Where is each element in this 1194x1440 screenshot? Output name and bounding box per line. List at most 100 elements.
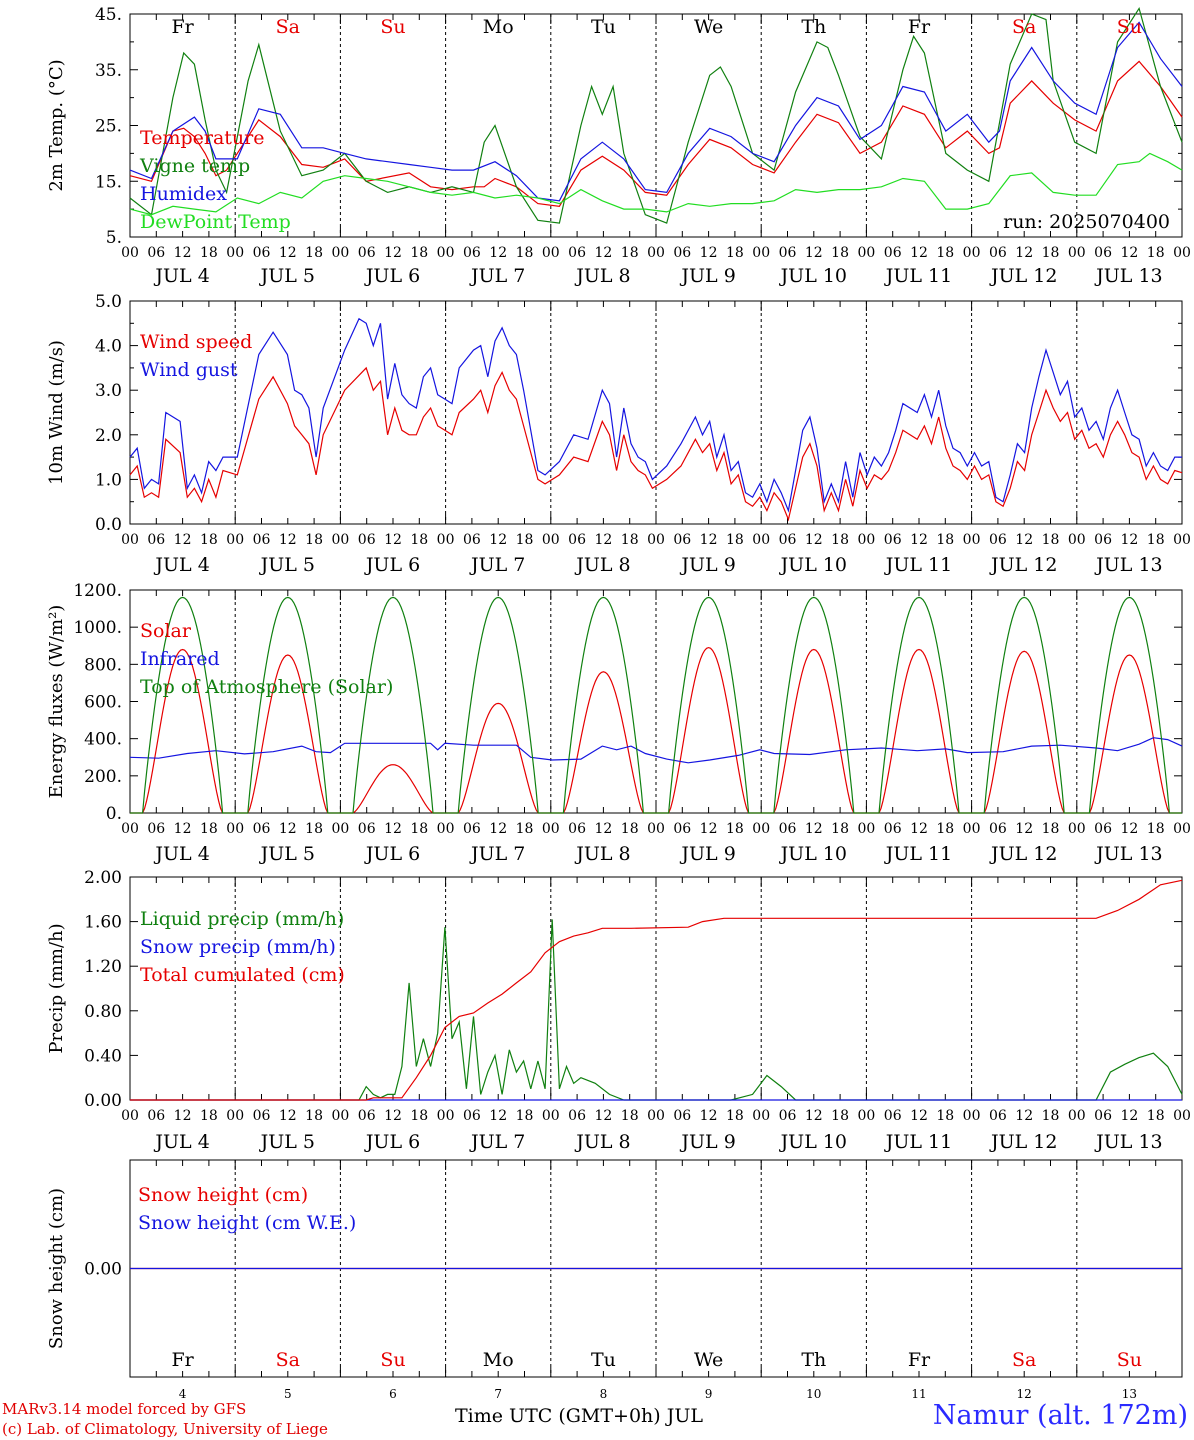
- legend-entry: Temperature: [140, 127, 264, 149]
- series-line-wind-speed: [129, 366, 1183, 522]
- date-label: JUL 7: [469, 843, 525, 865]
- day-number-label: 6: [389, 1387, 397, 1401]
- day-number-label: 9: [705, 1387, 713, 1401]
- date-label: JUL 4: [153, 554, 209, 576]
- hour-tick-label: 12: [384, 532, 402, 548]
- date-label: JUL 10: [779, 1131, 847, 1153]
- hour-tick-label: 18: [621, 532, 639, 548]
- hour-tick-label: 06: [568, 821, 586, 837]
- hour-tick-label: 18: [936, 245, 954, 261]
- date-label: JUL 10: [779, 265, 847, 287]
- hour-tick-label: 12: [174, 532, 192, 548]
- hour-tick-label: 12: [489, 532, 507, 548]
- date-label: JUL 12: [989, 265, 1057, 287]
- date-label: JUL 9: [679, 1131, 735, 1153]
- hour-tick-label: 12: [910, 245, 928, 261]
- hour-tick-label: 12: [1015, 245, 1033, 261]
- hour-tick-label: 18: [936, 532, 954, 548]
- hour-tick-label: 18: [726, 1108, 744, 1124]
- date-label: JUL 6: [364, 843, 420, 865]
- hour-tick-label: 12: [700, 245, 718, 261]
- hour-tick-label: 00: [857, 245, 875, 261]
- y-axis-label: 10m Wind (m/s): [46, 340, 67, 485]
- y-tick-label: 1.60: [84, 913, 122, 933]
- y-tick-label: 25.: [95, 117, 122, 137]
- credit-line-2: (c) Lab. of Climatology, University of L…: [2, 1420, 328, 1438]
- hour-tick-label: 00: [752, 245, 770, 261]
- series-line-vigne-temp: [129, 6, 1183, 224]
- hour-tick-label: 00: [752, 821, 770, 837]
- hour-tick-label: 18: [410, 1108, 428, 1124]
- series-line-humidex: [129, 21, 1183, 202]
- hour-tick-label: 06: [1094, 1108, 1112, 1124]
- hour-tick-label: 18: [1147, 245, 1165, 261]
- hour-tick-label: 00: [1068, 532, 1086, 548]
- legend-entry: Humidex: [140, 183, 227, 205]
- legend-entry: DewPoint Temp: [140, 211, 291, 233]
- weekday-label: Fr: [908, 1349, 931, 1371]
- y-tick-label: 600.: [84, 693, 122, 713]
- date-label: JUL 11: [884, 554, 952, 576]
- legend-entry: Wind gust: [140, 359, 238, 381]
- date-label: JUL 10: [779, 554, 847, 576]
- hour-tick-label: 06: [147, 821, 165, 837]
- credit-line-1: MARv3.14 model forced by GFS: [2, 1400, 247, 1418]
- date-label: JUL 9: [679, 554, 735, 576]
- date-label: JUL 13: [1094, 1131, 1162, 1153]
- hour-tick-label: 06: [253, 1108, 271, 1124]
- date-label: JUL 8: [574, 554, 630, 576]
- date-label: JUL 5: [259, 554, 315, 576]
- hour-tick-label: 12: [594, 532, 612, 548]
- y-tick-label: 1.20: [84, 957, 122, 977]
- hour-tick-label: 18: [200, 1108, 218, 1124]
- hour-tick-label: 12: [594, 1108, 612, 1124]
- hour-tick-label: 18: [831, 1108, 849, 1124]
- hour-tick-label: 00: [857, 821, 875, 837]
- hour-tick-label: 00: [1068, 821, 1086, 837]
- legend-entry: Top of Atmosphere (Solar): [140, 676, 393, 698]
- date-label: JUL 5: [259, 1131, 315, 1153]
- hour-tick-label: 00: [437, 1108, 455, 1124]
- hour-tick-label: 00: [437, 532, 455, 548]
- hour-tick-label: 06: [358, 821, 376, 837]
- hour-tick-label: 06: [568, 245, 586, 261]
- weekday-label: Sa: [276, 1349, 300, 1371]
- hour-tick-label: 12: [1120, 821, 1138, 837]
- hour-tick-label: 00: [542, 821, 560, 837]
- hour-tick-label: 00: [121, 1108, 139, 1124]
- hour-tick-label: 00: [226, 532, 244, 548]
- hour-tick-label: 18: [936, 821, 954, 837]
- hour-tick-label: 06: [1094, 245, 1112, 261]
- y-tick-label: 800.: [84, 655, 122, 675]
- hour-tick-label: 18: [726, 821, 744, 837]
- hour-tick-label: 06: [989, 532, 1007, 548]
- weekday-label: Tu: [591, 16, 616, 38]
- series-line-total-cumulated-cm-: [130, 879, 1183, 1101]
- date-label: JUL 6: [364, 554, 420, 576]
- hour-tick-label: 12: [279, 1108, 297, 1124]
- weekday-label: Sa: [276, 16, 300, 38]
- panel-temp: 5. 15. 25. 35. 45. 00 06 12 18 00 06 12 18 00 06 12 18 00…: [46, 5, 1191, 287]
- hour-tick-label: 12: [384, 821, 402, 837]
- hour-tick-label: 06: [673, 245, 691, 261]
- y-axis-label: 2m Temp. (°C): [46, 59, 67, 191]
- hour-tick-label: 12: [594, 245, 612, 261]
- hour-tick-label: 06: [358, 245, 376, 261]
- hour-tick-label: 18: [1042, 821, 1060, 837]
- hour-tick-label: 18: [621, 245, 639, 261]
- y-tick-label: 1.0: [95, 470, 122, 490]
- hour-tick-label: 00: [963, 1108, 981, 1124]
- weekday-label: Su: [1117, 16, 1142, 38]
- hour-tick-label: 06: [884, 821, 902, 837]
- date-label: JUL 9: [679, 843, 735, 865]
- hour-tick-label: 06: [989, 245, 1007, 261]
- hour-tick-label: 12: [384, 245, 402, 261]
- y-tick-label: 1000.: [73, 618, 122, 638]
- hour-tick-label: 00: [226, 821, 244, 837]
- hour-tick-label: 00: [542, 1108, 560, 1124]
- hour-tick-label: 12: [1120, 1108, 1138, 1124]
- hour-tick-label: 06: [1094, 532, 1112, 548]
- y-axis-label: Precip (mm/h): [46, 923, 67, 1053]
- hour-tick-label: 18: [1147, 821, 1165, 837]
- hour-tick-label: 18: [305, 1108, 323, 1124]
